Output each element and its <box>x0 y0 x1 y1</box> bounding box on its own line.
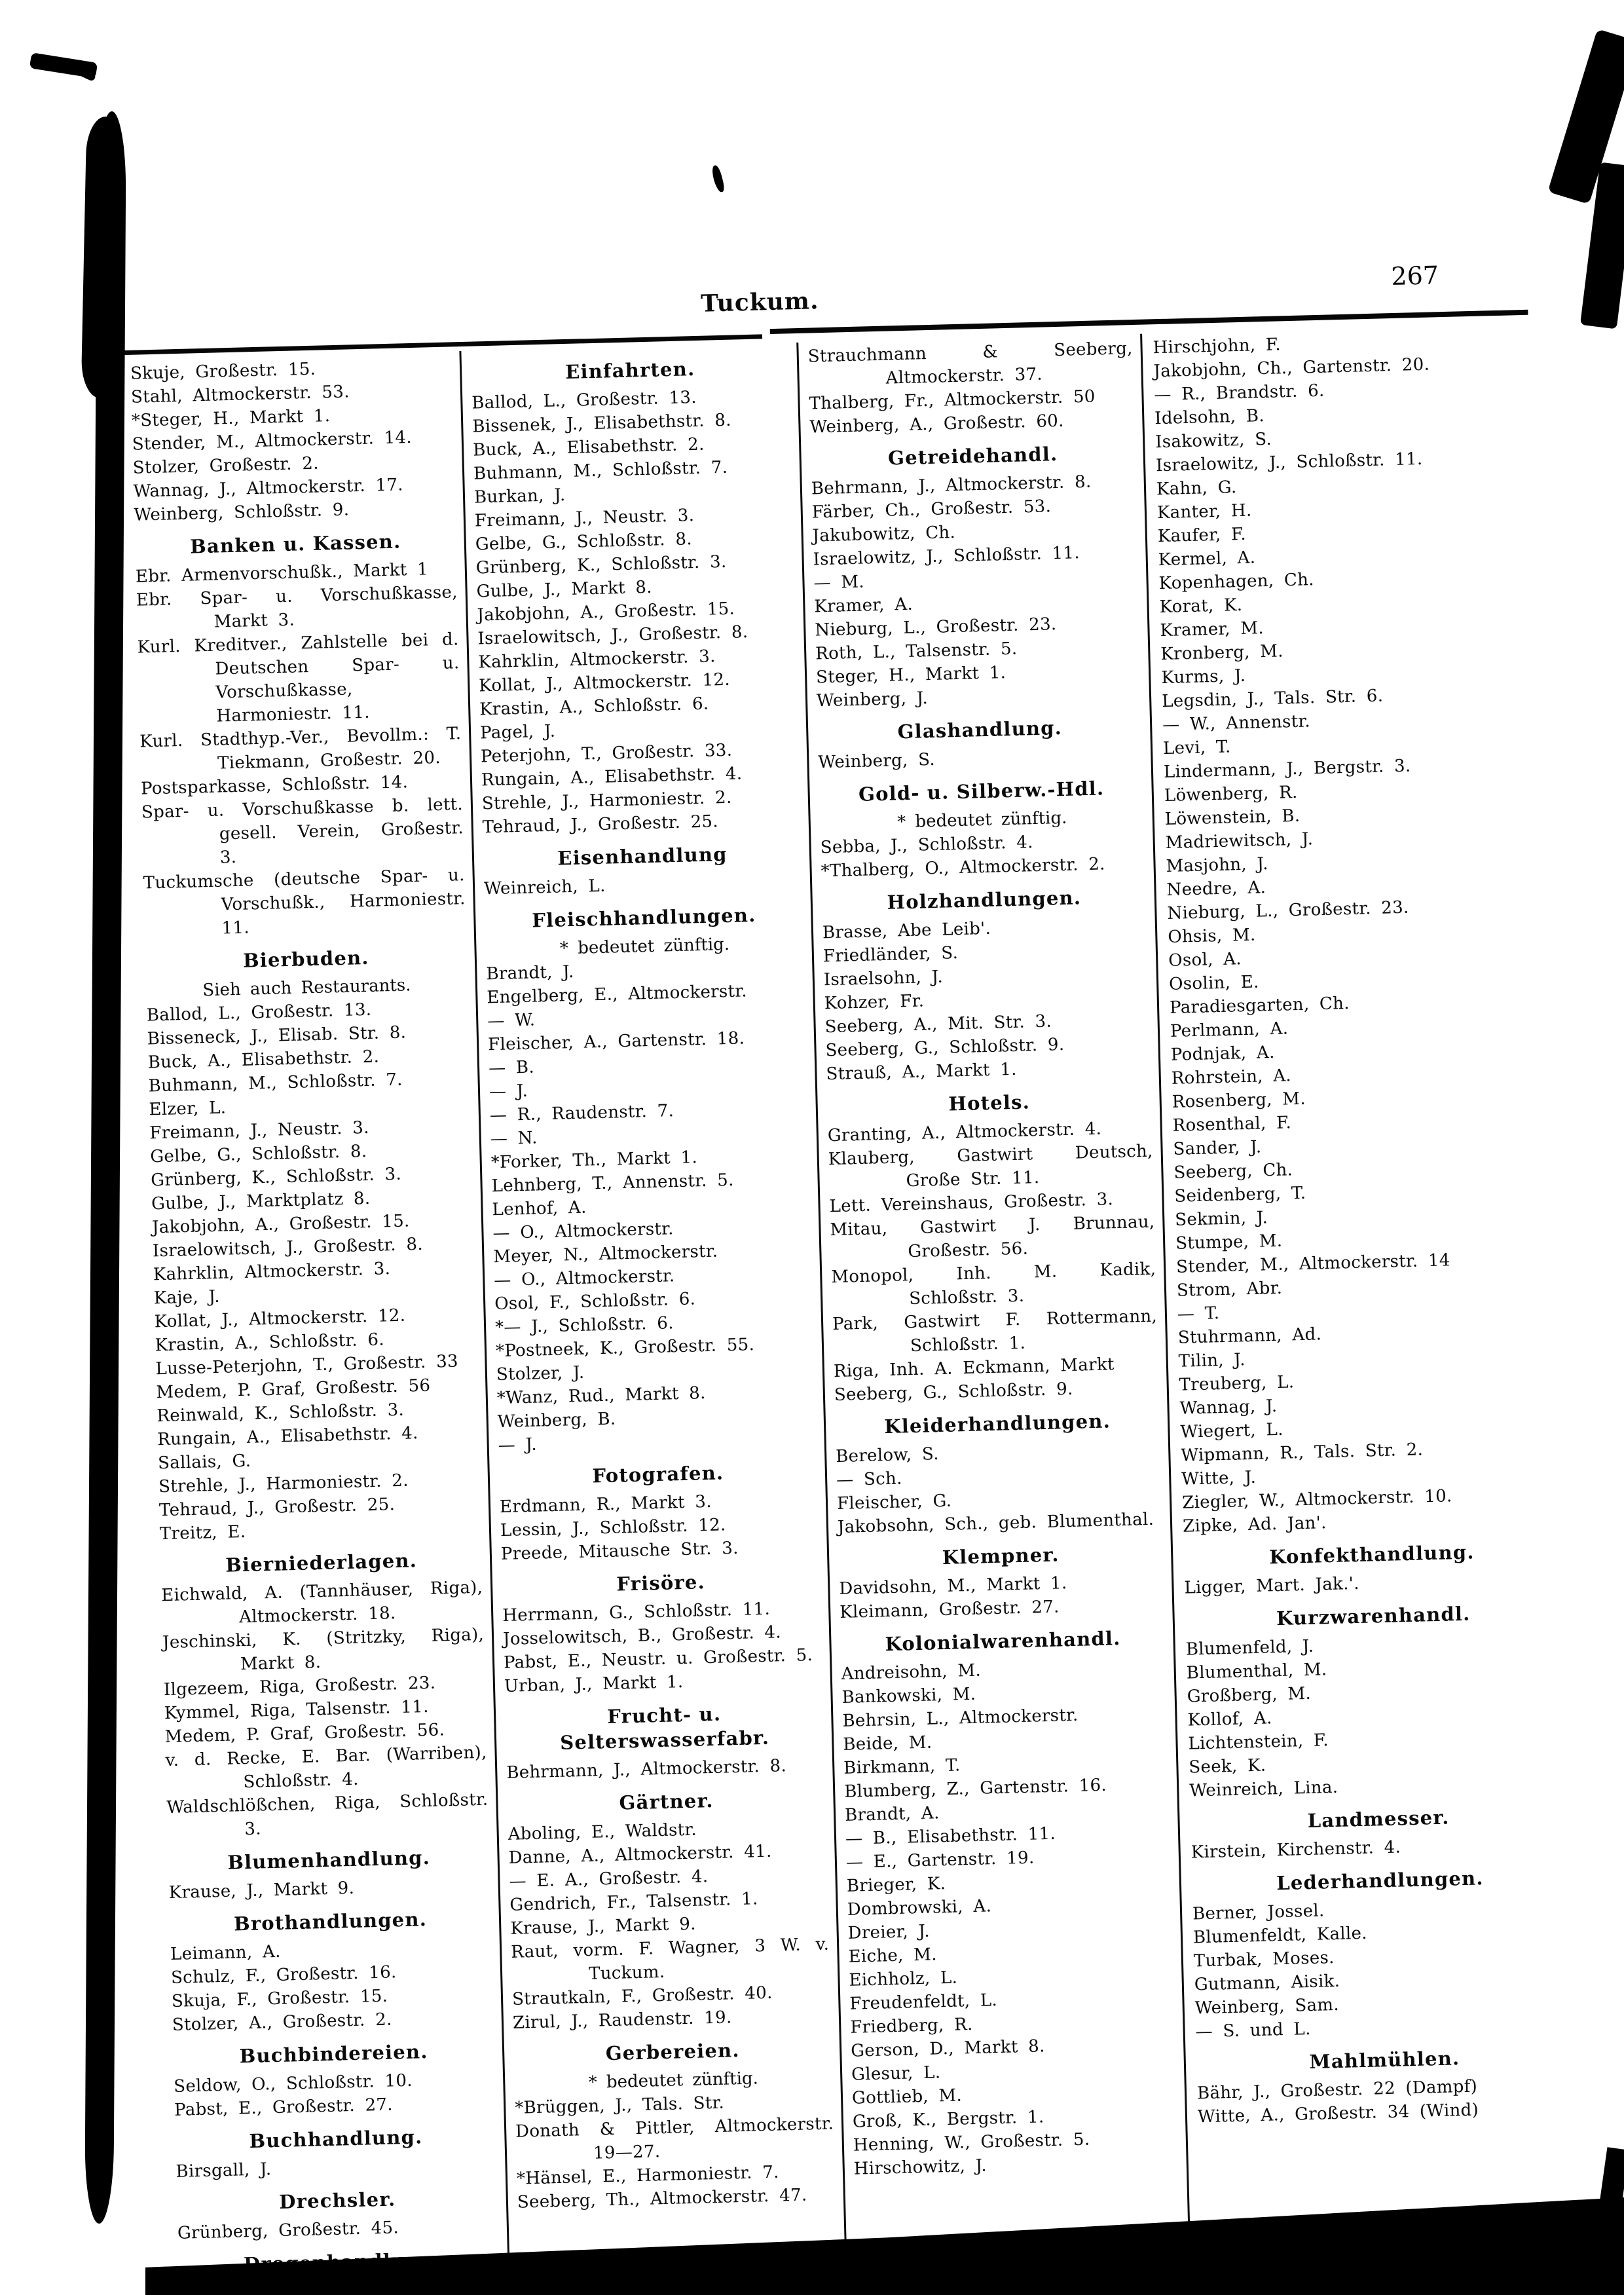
running-title: Tuckum. <box>700 287 820 318</box>
directory-entry: Waldschlößchen, Riga, Schloßstr. 3. <box>166 1789 489 1840</box>
directory-column-2: Einfahrten. Ballod, L., Großestr. 13. Biss… <box>461 342 849 2295</box>
scan-bottom-right-edge <box>1596 2147 1624 2228</box>
section-header: Getreidehandl. <box>887 443 1058 470</box>
section-header: Banken u. Kassen. <box>189 530 401 558</box>
section-header: Mahlmühlen. <box>1309 2047 1460 2074</box>
section-header: Blumenhandlung. <box>227 1846 431 1874</box>
directory-entry: Ebr. Spar- u. Vorschußkasse, Markt 3. <box>136 582 458 632</box>
directory-entry: Weinberg, S. <box>818 749 936 773</box>
directory-entry: Monopol, Inh. M. Kadik, Schloßstr. 3. <box>830 1259 1156 1309</box>
section-header: Gold- u. Silberw.-Hdl. <box>858 777 1105 806</box>
section-header: Kurzwarenhandl. <box>1276 1602 1471 1630</box>
section-header: Lederhandlungen. <box>1276 1867 1485 1895</box>
directory-entry: Raut, vorm. F. Wagner, 3 W. v. Tuckum. <box>510 1934 830 1984</box>
section-header: Buchbindereien. <box>239 2040 428 2068</box>
section-header: Klempner. <box>942 1543 1060 1569</box>
directory-columns: Skuje, Großestr. 15. Stahl, Altmockerstr.… <box>100 324 1587 2295</box>
directory-column-4: Hirschjohn, F. Jakobjohn, Ch., Gartenstr.… <box>1142 324 1587 2295</box>
section-header: Fotografen. <box>592 1461 724 1487</box>
directory-entry: Grünberg, Großestr. 45. <box>177 2218 399 2243</box>
section-header: Glashandlung. <box>897 716 1063 743</box>
section-header: Kolonialwarenhandl. <box>885 1627 1121 1656</box>
directory-entry: Krause, J., Markt 9. <box>168 1878 355 1903</box>
section-header: Holzhandlungen. <box>887 886 1082 914</box>
section-header: Einfahrten. <box>564 357 695 383</box>
directory-column-3: Strauchmann & Seeberg, Altmockerstr. 37.… <box>798 333 1192 2295</box>
section-header: Frucht- u. Selterswasserfabr. <box>559 1702 770 1754</box>
directory-entry: Mitau, Gastwirt J. Brunnau, Großestr. 56… <box>830 1212 1155 1262</box>
directory-entry: Eichwald, A. (Tannhäuser, Riga), Altmock… <box>160 1577 483 1628</box>
section-header: Brothandlungen. <box>233 1908 428 1935</box>
section-header: Kleiderhandlungen. <box>883 1409 1111 1438</box>
section-header: Frisöre. <box>616 1571 706 1595</box>
section-header: Buchhandlung. <box>249 2125 423 2153</box>
page-number: 267 <box>1390 261 1439 291</box>
directory-entry: Ligger, Mart. Jak.'. <box>1184 1573 1360 1598</box>
section-header: Drechsler. <box>278 2188 396 2213</box>
directory-entry: Kirstein, Kirchenstr. 4. <box>1190 1837 1401 1863</box>
section-header: Gärtner. <box>619 1789 714 1814</box>
directory-entry: v. d. Recke, E. Bar. (Warriben), Schloßs… <box>165 1742 487 1793</box>
printed-page: Tuckum. 267 Skuje, Großestr. 15. Stahl, A… <box>98 257 1587 2295</box>
directory-entry: Jeschinski, K. (Stritzky, Riga), Markt 8… <box>162 1624 485 1675</box>
section-header: Fleischhandlungen. <box>531 903 756 932</box>
directory-column-1: Skuje, Großestr. 15. Stahl, Altmockerstr.… <box>100 350 511 2295</box>
directory-entry: Spar- u. Vorschußkasse b. lett. gesell. … <box>141 794 464 868</box>
directory-entry: Klauberg, Gastwirt Deutsch, Große Str. 1… <box>828 1141 1154 1191</box>
section-header: Bierniederlagen. <box>225 1549 418 1577</box>
directory-entry: Donath & Pittler, Altmockerstr. 19—27. <box>515 2114 834 2163</box>
directory-entry: Tuckumsche (deutsche Spar- u. Vorschußk.… <box>143 865 466 939</box>
section-header: Hotels. <box>948 1091 1031 1115</box>
scan-gutter-shadow-blob <box>81 116 125 399</box>
section-header: Bierbuden. <box>242 946 369 972</box>
directory-entry: Strauchmann & Seeberg, Altmockerstr. 37. <box>807 339 1134 388</box>
directory-entry: Behrmann, J., Altmockerstr. 8. <box>506 1756 787 1783</box>
ink-squiggle-mark <box>710 164 726 193</box>
directory-entry: Birsgall, J. <box>175 2159 272 2182</box>
directory-entry: Kurl. Stadthyp.-Ver., Bevollm.: T. Tiekm… <box>139 724 462 774</box>
directory-entry: Kurl. Kreditver., Zahlstelle bei d. Deut… <box>137 629 460 726</box>
directory-entry: Weinreich, L. <box>483 876 606 899</box>
directory-entry: Park, Gastwirt F. Rottermann, Schloßstr.… <box>832 1306 1158 1356</box>
section-header: Gerbereien. <box>605 2039 741 2065</box>
section-header: Konfekthandlung. <box>1268 1540 1475 1569</box>
section-header: Landmesser. <box>1307 1806 1450 1833</box>
section-header: Eisenhandlung <box>557 842 728 870</box>
